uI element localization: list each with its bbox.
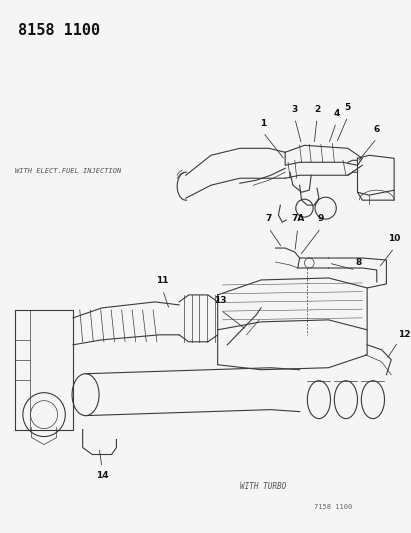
- Text: 13: 13: [214, 296, 227, 305]
- Text: 6: 6: [374, 125, 380, 134]
- Text: 12: 12: [398, 330, 411, 339]
- Text: 11: 11: [157, 276, 169, 285]
- Text: 14: 14: [96, 472, 108, 480]
- Text: 7: 7: [266, 214, 272, 223]
- Text: 4: 4: [333, 109, 339, 118]
- Text: 7158 1100: 7158 1100: [314, 504, 352, 511]
- Text: WITH ELECT.FUEL INJECTION: WITH ELECT.FUEL INJECTION: [15, 168, 121, 174]
- Text: 5: 5: [345, 103, 351, 112]
- Text: 1: 1: [260, 119, 266, 128]
- Text: 3: 3: [292, 106, 298, 115]
- Text: WITH TURBO: WITH TURBO: [240, 482, 286, 491]
- Text: 7A: 7A: [291, 214, 305, 223]
- Text: 8: 8: [356, 258, 362, 267]
- Text: 10: 10: [388, 234, 400, 243]
- Text: 2: 2: [314, 106, 320, 115]
- Text: 9: 9: [318, 214, 324, 223]
- Text: 8158 1100: 8158 1100: [18, 22, 100, 38]
